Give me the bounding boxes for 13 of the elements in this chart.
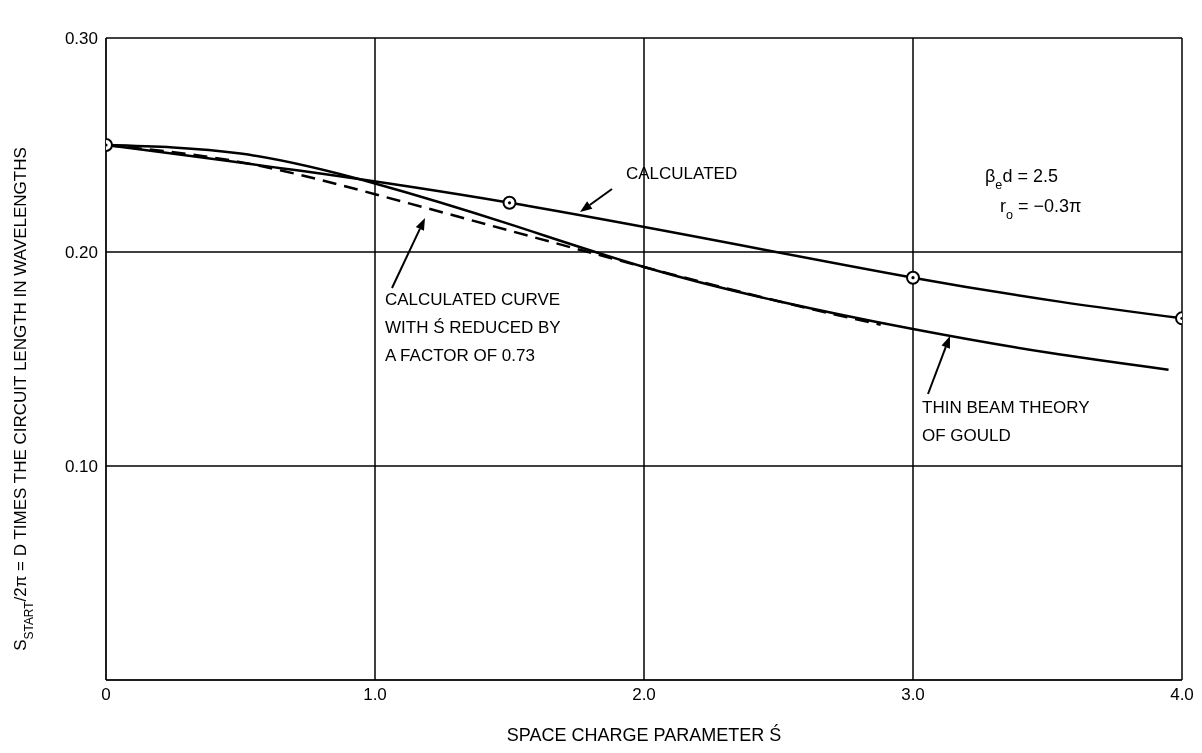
- y-tick-label: 0.30: [64, 29, 98, 49]
- annotation: β$_{e}$d = 2.5: [985, 166, 1058, 192]
- x-tick-label: 3.0: [901, 685, 925, 705]
- x-tick-label: 2.0: [632, 685, 656, 705]
- y-tick-label: 0.10: [64, 457, 98, 477]
- x-tick-label: 4.0: [1170, 685, 1194, 705]
- y-tick-label: 0.20: [64, 243, 98, 263]
- annotation: r$_{o}$ = −0.3π: [1000, 196, 1082, 222]
- x-axis-title: SPACE CHARGE PARAMETER Ś: [506, 724, 782, 745]
- annotation: CALCULATED CURVE WITH Ś REDUCED BY A FACTOR OF 0.73: [385, 290, 561, 365]
- x-tick-label: 0: [101, 685, 111, 705]
- annotation: THIN BEAM THEORY OF GOULD: [922, 398, 1090, 445]
- x-tick-label: 1.0: [363, 685, 387, 705]
